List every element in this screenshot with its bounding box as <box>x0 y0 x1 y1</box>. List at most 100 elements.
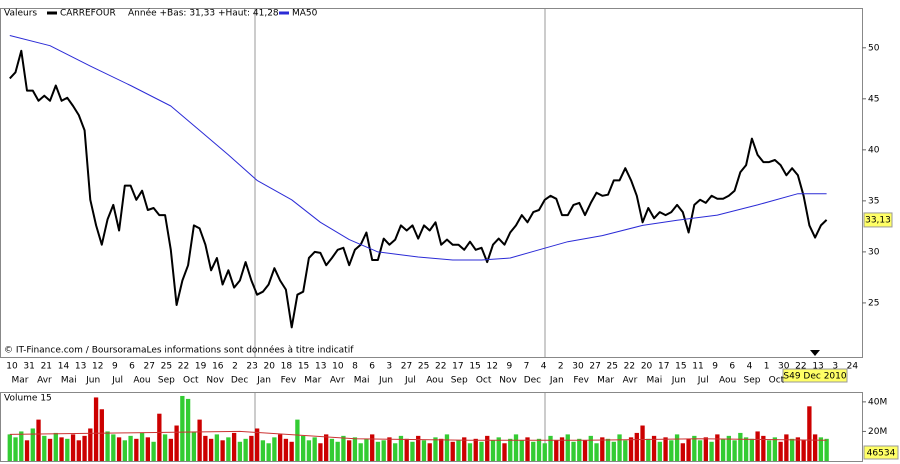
volume-bar <box>88 428 93 461</box>
volume-bar <box>151 441 156 461</box>
volume-bar <box>59 437 64 461</box>
x-month-label: Aou <box>719 376 736 386</box>
x-month-label: Oct <box>769 376 785 386</box>
x-day-label: 25 <box>418 362 429 372</box>
volume-bar <box>7 434 12 461</box>
x-day-label: 6 <box>369 362 375 372</box>
x-day-label: 6 <box>129 362 135 372</box>
volume-bar <box>531 441 536 461</box>
y-tick-label: 40 <box>868 145 880 155</box>
volume-bar <box>24 440 30 461</box>
volume-bar <box>513 434 519 461</box>
x-day-label: 10 <box>332 362 344 372</box>
volume-bar <box>508 438 513 461</box>
x-day-label: 22 <box>435 362 446 372</box>
x-day-label: 9 <box>712 362 718 372</box>
volume-bar <box>93 397 99 461</box>
volume-bar <box>634 432 639 461</box>
x-day-label: 10 <box>6 362 18 372</box>
volume-bar <box>824 438 829 461</box>
volume-bar <box>686 438 691 461</box>
volume-bar <box>657 441 662 461</box>
volume-bar <box>646 438 651 461</box>
volume-bar <box>99 409 104 461</box>
volume-bar <box>289 441 294 461</box>
volume-bar <box>65 438 70 461</box>
volume-bar <box>283 438 289 461</box>
volume-bar <box>485 435 490 461</box>
x-month-label: Sep <box>744 376 761 386</box>
volume-bar <box>542 443 547 461</box>
x-day-label: 15 <box>298 362 309 372</box>
volume-bar <box>807 406 812 461</box>
x-day-label: 24 <box>847 362 859 372</box>
x-day-label: 3 <box>832 362 838 372</box>
volume-bar <box>364 438 369 461</box>
volume-bar <box>13 437 18 461</box>
range-text: Année +Bas: 31,33 +Haut: 41,28 <box>128 8 279 19</box>
volume-bar <box>611 441 616 461</box>
legend-entry: CARREFOUR <box>60 9 116 19</box>
y-tick-label: 35 <box>868 196 879 206</box>
volume-bar <box>30 428 35 461</box>
x-month-label: Mai <box>647 376 663 386</box>
volume-bar <box>789 438 795 461</box>
volume-bar <box>226 437 231 461</box>
x-month-label: Mai <box>61 376 77 386</box>
volume-bar <box>456 440 461 461</box>
volume-bar <box>784 434 789 461</box>
volume-bar <box>749 438 755 461</box>
volume-bar <box>444 434 450 461</box>
x-month-label: Jun <box>378 376 393 386</box>
x-day-label: 25 <box>161 362 172 372</box>
x-day-label: 30 <box>778 362 790 372</box>
volume-title: Volume 15 <box>4 394 52 404</box>
x-day-label: 21 <box>41 362 52 372</box>
volume-bar <box>335 441 340 461</box>
volume-bar <box>295 419 300 461</box>
volume-bar <box>588 435 593 461</box>
volume-last-label: 46534 <box>867 449 896 459</box>
volume-bar <box>594 443 599 461</box>
volume-bar <box>565 434 570 461</box>
volume-bar <box>548 435 553 461</box>
footer: © IT-Finance.com / BoursoramaLes informa… <box>4 345 354 356</box>
volume-bar <box>640 425 645 461</box>
volume-bar <box>191 431 197 461</box>
volume-bar <box>375 441 381 461</box>
volume-ma-line <box>9 430 827 441</box>
volume-bar <box>122 440 127 461</box>
volume-bar <box>312 437 317 461</box>
volume-bar <box>766 440 772 461</box>
volume-bar <box>203 435 208 461</box>
x-month-label: Nov <box>499 376 517 386</box>
x-month-label: Jan <box>549 376 564 386</box>
volume-bar <box>111 434 116 461</box>
volume-last-box <box>863 445 899 460</box>
volume-bar <box>571 441 576 461</box>
volume-bar <box>47 438 53 461</box>
volume-bar <box>433 437 438 461</box>
volume-bar <box>398 435 404 461</box>
volume-bar <box>208 438 214 461</box>
volume-bar <box>301 435 306 461</box>
price-frame <box>0 8 863 358</box>
volume-bar <box>812 434 818 461</box>
volume-bar <box>53 432 58 461</box>
volume-bar <box>680 443 685 461</box>
volume-bar <box>277 434 283 461</box>
volume-bar <box>554 440 559 461</box>
legend-entry: MA50 <box>292 9 318 19</box>
volume-bar <box>157 413 162 461</box>
x-day-label: 19 <box>195 362 207 372</box>
last-price-box <box>863 212 893 228</box>
x-month-label: Sep <box>158 376 175 386</box>
x-day-label: 3 <box>386 362 392 372</box>
volume-bar <box>358 443 363 461</box>
x-day-label: 13 <box>315 362 326 372</box>
x-day-label: 31 <box>23 362 34 372</box>
volume-bar <box>761 435 766 461</box>
x-day-label: 2 <box>558 362 564 372</box>
volume-bar <box>692 435 697 461</box>
